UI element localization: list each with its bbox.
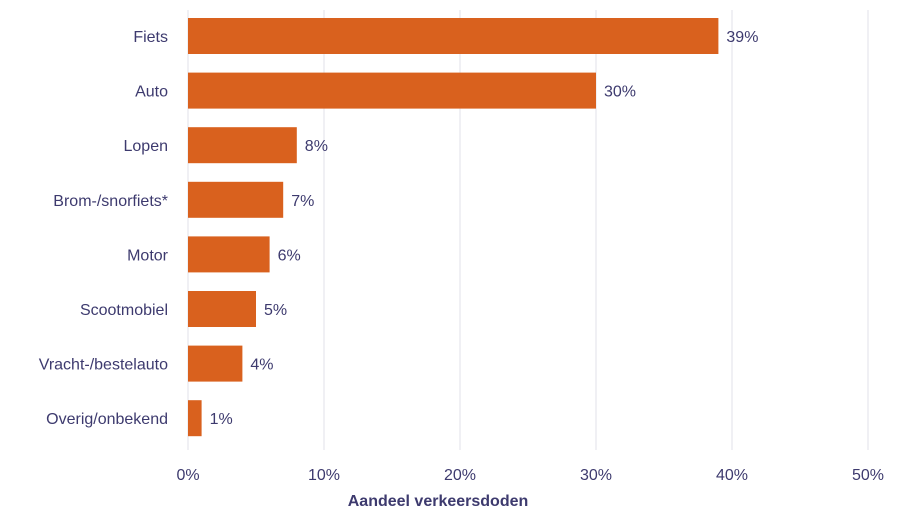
category-label: Brom-/snorfiets*	[53, 193, 168, 210]
value-label: 5%	[264, 302, 287, 319]
bar	[188, 345, 243, 382]
category-label: Lopen	[124, 138, 169, 155]
category-label: Vracht-/bestelauto	[39, 357, 168, 374]
bar	[188, 72, 596, 109]
x-tick-label: 10%	[308, 467, 340, 484]
x-tick-label: 20%	[444, 467, 476, 484]
x-tick-label: 0%	[176, 467, 199, 484]
value-label: 7%	[291, 193, 314, 210]
x-tick-label: 50%	[852, 467, 884, 484]
value-label: 8%	[305, 138, 328, 155]
bar	[188, 127, 297, 164]
value-label: 6%	[278, 247, 301, 264]
bar	[188, 291, 256, 327]
x-tick-label: 40%	[716, 467, 748, 484]
bar	[188, 236, 270, 273]
category-label: Auto	[135, 84, 168, 101]
category-label: Scootmobiel	[80, 302, 168, 319]
value-label: 30%	[604, 84, 636, 101]
bar	[188, 18, 719, 54]
bar	[188, 181, 284, 218]
category-label: Overig/onbekend	[46, 411, 168, 428]
category-label: Fiets	[133, 29, 168, 46]
value-label: 1%	[210, 411, 233, 428]
bar	[188, 400, 202, 437]
value-label: 39%	[726, 29, 758, 46]
category-label: Motor	[127, 247, 169, 264]
value-label: 4%	[250, 357, 273, 374]
x-tick-labels: 0% 10% 20% 30% 40% 50%	[176, 467, 884, 484]
x-axis-title: Aandeel verkeersdoden	[348, 493, 529, 510]
category-labels: Fiets Auto Lopen Brom-/snorfiets* Motor Scoot…	[39, 29, 169, 428]
value-labels: 39% 30% 8% 7% 6% 5% 4% 1%	[210, 29, 759, 428]
bars	[188, 18, 719, 437]
x-tick-label: 30%	[580, 467, 612, 484]
